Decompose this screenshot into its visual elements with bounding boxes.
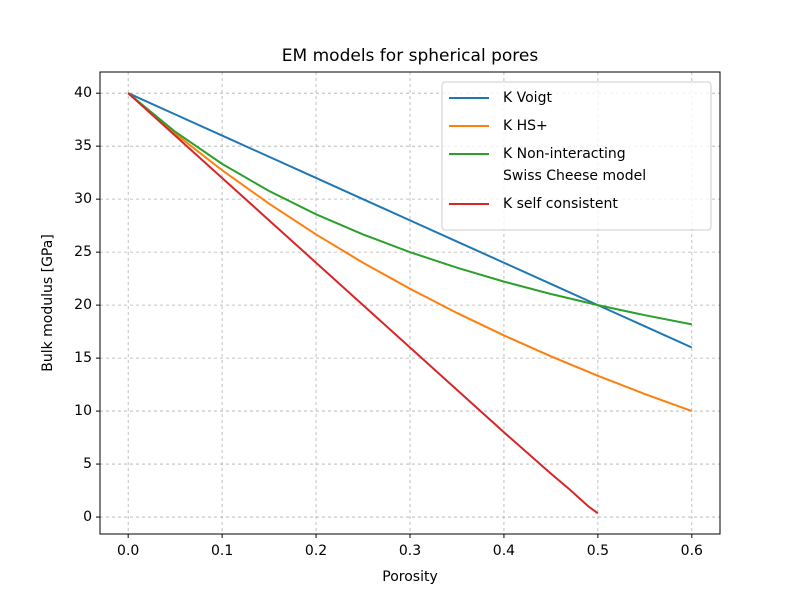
- legend-label: K HS+: [503, 118, 548, 134]
- x-tick-label: 0.2: [305, 543, 327, 559]
- y-tick-label: 15: [74, 350, 92, 366]
- x-tick-label: 0.5: [587, 543, 609, 559]
- line: [127, 92, 693, 413]
- y-tick-label: 35: [74, 138, 92, 154]
- legend-label: K Non-interacting Swiss Cheese model: [503, 146, 646, 184]
- y-tick-label: 20: [74, 297, 92, 313]
- legend-label: K self consistent: [503, 196, 618, 212]
- y-tick-label: 0: [83, 509, 92, 525]
- y-tick-label: 10: [74, 403, 92, 419]
- x-tick-label: 0.0: [117, 543, 139, 559]
- legend-box: [441, 81, 712, 231]
- x-tick-label: 0.6: [681, 543, 703, 559]
- legend: K Voigt K HS+ K Non-interacting Swiss Chees…: [441, 81, 712, 231]
- line: [127, 92, 599, 515]
- legend-label: K Voigt: [503, 90, 552, 106]
- x-axis-label: Porosity: [382, 569, 437, 585]
- y-axis-label: Bulk modulus [GPa]: [40, 234, 56, 372]
- y-tick-label: 40: [74, 85, 92, 101]
- plot-frame: [99, 71, 721, 535]
- y-tick-label: 25: [74, 244, 92, 260]
- x-tick-label: 0.1: [211, 543, 233, 559]
- y-tick-label: 30: [74, 191, 92, 207]
- x-tick-label: 0.3: [399, 543, 421, 559]
- line: [127, 92, 693, 326]
- y-tick-label: 5: [83, 456, 92, 472]
- chart-title: EM models for spherical pores: [282, 46, 539, 66]
- x-tick-label: 0.4: [493, 543, 515, 559]
